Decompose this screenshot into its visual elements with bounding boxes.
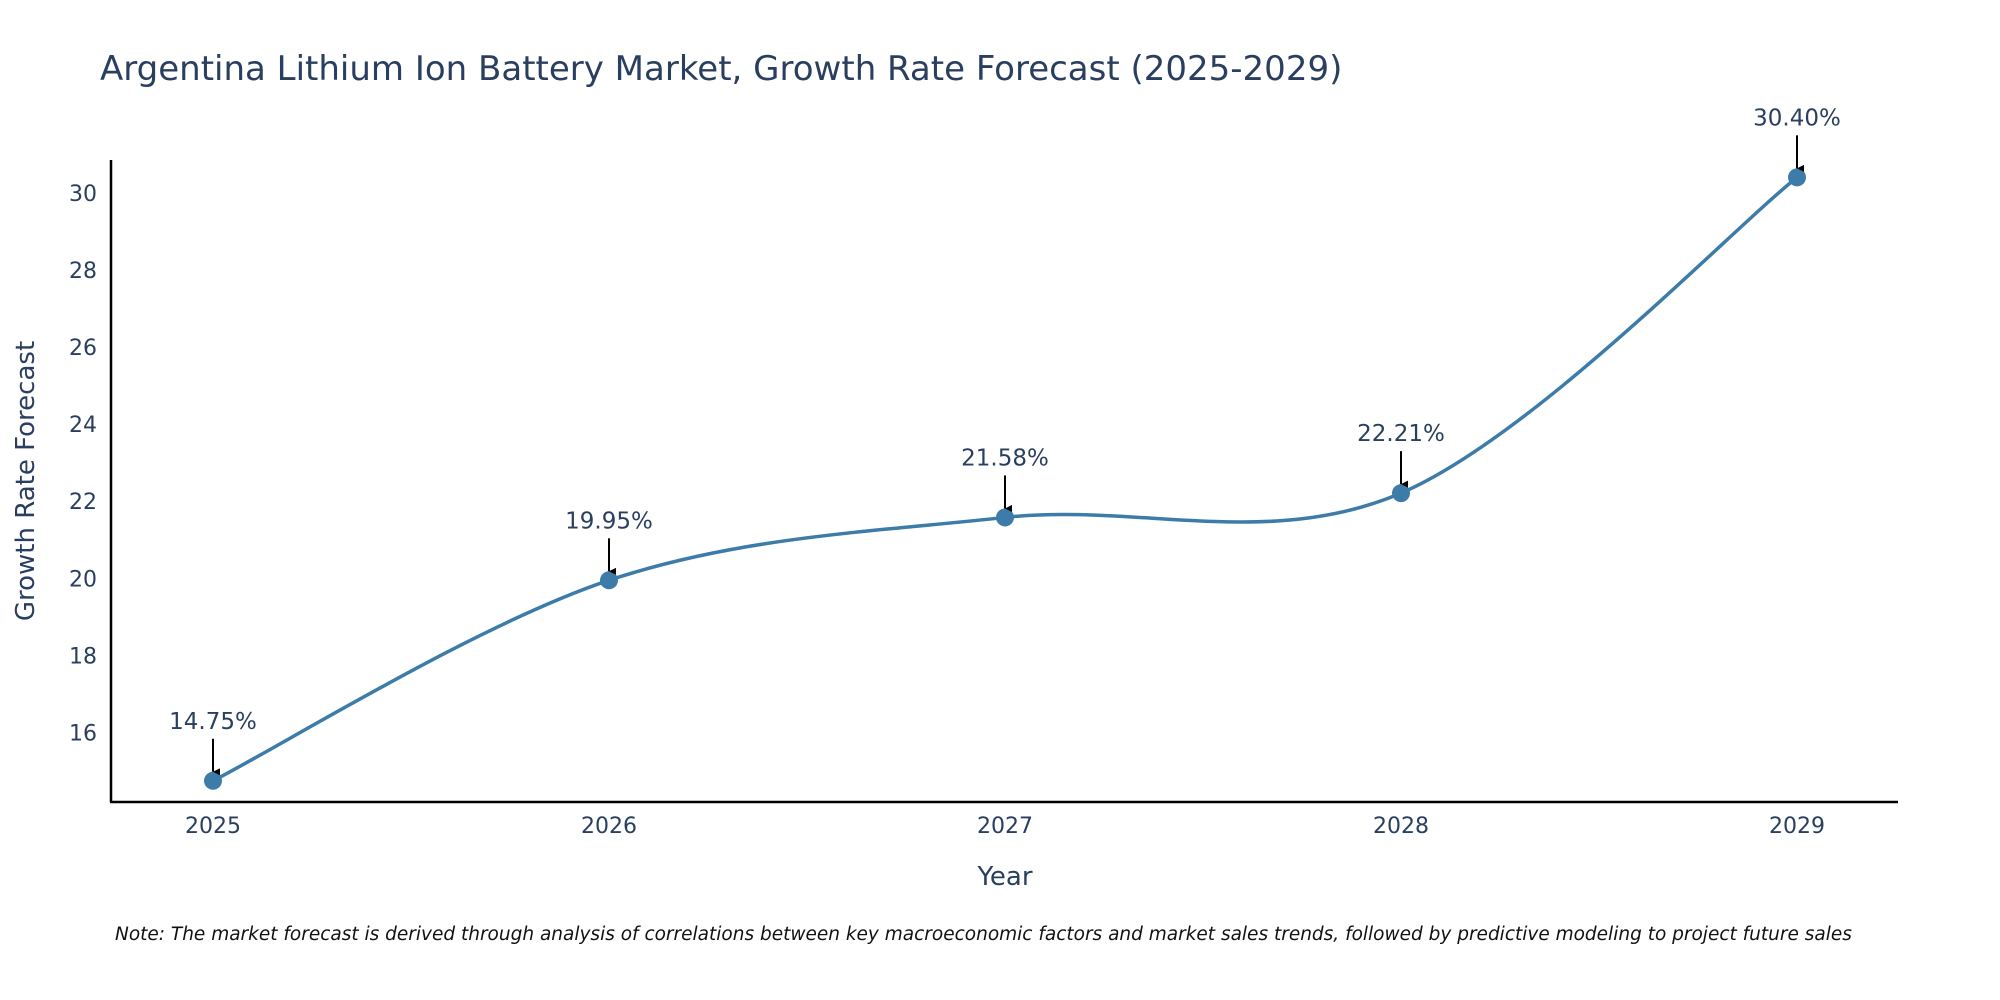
y-tick-label: 20 bbox=[69, 567, 97, 592]
x-tick-label: 2029 bbox=[1769, 814, 1825, 839]
data-point[interactable] bbox=[996, 508, 1014, 527]
data-label: 30.40% bbox=[1753, 105, 1841, 131]
y-tick-label: 26 bbox=[69, 336, 97, 361]
y-tick-label: 24 bbox=[69, 413, 97, 438]
y-tick-label: 28 bbox=[69, 259, 97, 284]
data-point[interactable] bbox=[1392, 484, 1410, 503]
data-point[interactable] bbox=[204, 771, 222, 790]
x-axis-title: Year bbox=[976, 862, 1032, 892]
y-tick-label: 18 bbox=[69, 644, 97, 669]
data-label: 21.58% bbox=[961, 445, 1049, 471]
x-tick-label: 2026 bbox=[581, 814, 637, 839]
data-label: 14.75% bbox=[169, 709, 257, 735]
data-point[interactable] bbox=[600, 571, 618, 590]
y-tick-label: 30 bbox=[69, 182, 97, 207]
x-tick-label: 2025 bbox=[185, 814, 241, 839]
x-tick-label: 2028 bbox=[1373, 814, 1429, 839]
y-tick-label: 22 bbox=[69, 490, 97, 515]
x-tick-label: 2027 bbox=[977, 814, 1033, 839]
y-tick-label: 16 bbox=[69, 722, 97, 747]
x-axis-ticks: 2025 2026 2027 2028 2029 bbox=[185, 814, 1825, 839]
plot-area: 14.75% 19.95% 21.58% 22.21% 30.40% bbox=[169, 105, 1841, 790]
footnote: Note: The market forecast is derived thr… bbox=[115, 924, 1852, 945]
data-label: 19.95% bbox=[565, 508, 653, 534]
data-point[interactable] bbox=[1788, 168, 1806, 187]
y-axis-title: Growth Rate Forecast bbox=[11, 341, 41, 621]
data-label: 22.21% bbox=[1357, 421, 1445, 447]
y-axis-ticks: 16 18 20 22 24 26 28 30 bbox=[69, 182, 97, 747]
chart-title: Argentina Lithium Ion Battery Market, Gr… bbox=[100, 49, 1342, 89]
